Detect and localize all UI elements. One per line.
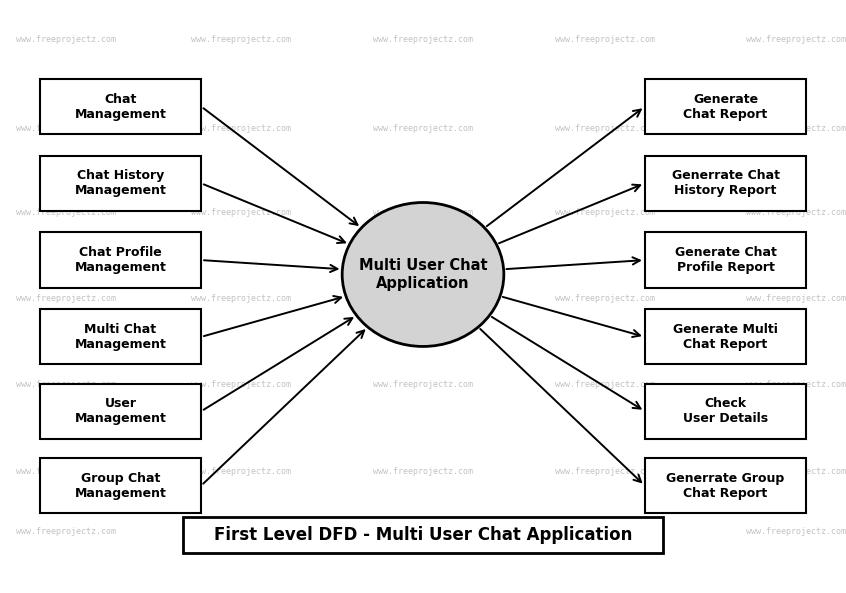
Text: www.freeprojectz.com: www.freeprojectz.com bbox=[746, 380, 846, 390]
FancyBboxPatch shape bbox=[645, 232, 806, 288]
Text: www.freeprojectz.com: www.freeprojectz.com bbox=[373, 467, 473, 476]
Text: www.freeprojectz.com: www.freeprojectz.com bbox=[555, 467, 656, 476]
Text: www.freeprojectz.com: www.freeprojectz.com bbox=[373, 380, 473, 390]
Text: www.freeprojectz.com: www.freeprojectz.com bbox=[746, 208, 846, 216]
Text: www.freeprojectz.com: www.freeprojectz.com bbox=[190, 208, 291, 216]
Text: www.freeprojectz.com: www.freeprojectz.com bbox=[16, 35, 117, 44]
Text: Generate
Chat Report: Generate Chat Report bbox=[684, 93, 767, 120]
Text: Group Chat
Management: Group Chat Management bbox=[74, 471, 167, 499]
FancyBboxPatch shape bbox=[40, 79, 201, 134]
Text: www.freeprojectz.com: www.freeprojectz.com bbox=[555, 35, 656, 44]
Text: www.freeprojectz.com: www.freeprojectz.com bbox=[746, 35, 846, 44]
Text: www.freeprojectz.com: www.freeprojectz.com bbox=[555, 294, 656, 303]
Text: www.freeprojectz.com: www.freeprojectz.com bbox=[190, 124, 291, 133]
Text: www.freeprojectz.com: www.freeprojectz.com bbox=[190, 380, 291, 390]
Text: www.freeprojectz.com: www.freeprojectz.com bbox=[16, 124, 117, 133]
Text: www.freeprojectz.com: www.freeprojectz.com bbox=[746, 467, 846, 476]
Text: www.freeprojectz.com: www.freeprojectz.com bbox=[373, 35, 473, 44]
Text: User
Management: User Management bbox=[74, 397, 167, 425]
Text: www.freeprojectz.com: www.freeprojectz.com bbox=[555, 527, 656, 535]
FancyBboxPatch shape bbox=[183, 517, 663, 553]
FancyBboxPatch shape bbox=[40, 384, 201, 439]
Text: www.freeprojectz.com: www.freeprojectz.com bbox=[373, 294, 473, 303]
Text: www.freeprojectz.com: www.freeprojectz.com bbox=[190, 467, 291, 476]
Text: www.freeprojectz.com: www.freeprojectz.com bbox=[373, 124, 473, 133]
FancyBboxPatch shape bbox=[40, 310, 201, 365]
FancyBboxPatch shape bbox=[40, 232, 201, 288]
Text: www.freeprojectz.com: www.freeprojectz.com bbox=[16, 380, 117, 390]
FancyBboxPatch shape bbox=[40, 156, 201, 211]
Text: Check
User Details: Check User Details bbox=[683, 397, 768, 425]
Text: www.freeprojectz.com: www.freeprojectz.com bbox=[555, 380, 656, 390]
Text: www.freeprojectz.com: www.freeprojectz.com bbox=[746, 527, 846, 535]
Text: Generate Multi
Chat Report: Generate Multi Chat Report bbox=[673, 323, 778, 351]
Text: www.freeprojectz.com: www.freeprojectz.com bbox=[16, 208, 117, 216]
Text: Chat History
Management: Chat History Management bbox=[74, 170, 167, 197]
FancyBboxPatch shape bbox=[645, 156, 806, 211]
Text: www.freeprojectz.com: www.freeprojectz.com bbox=[555, 124, 656, 133]
Text: www.freeprojectz.com: www.freeprojectz.com bbox=[190, 527, 291, 535]
Text: www.freeprojectz.com: www.freeprojectz.com bbox=[16, 294, 117, 303]
Text: www.freeprojectz.com: www.freeprojectz.com bbox=[373, 208, 473, 216]
Text: Generate Chat
Profile Report: Generate Chat Profile Report bbox=[674, 246, 777, 274]
Text: www.freeprojectz.com: www.freeprojectz.com bbox=[746, 294, 846, 303]
Text: www.freeprojectz.com: www.freeprojectz.com bbox=[190, 35, 291, 44]
Text: www.freeprojectz.com: www.freeprojectz.com bbox=[373, 527, 473, 535]
Text: Multi User Chat
Application: Multi User Chat Application bbox=[359, 259, 487, 291]
Text: Chat Profile
Management: Chat Profile Management bbox=[74, 246, 167, 274]
Text: www.freeprojectz.com: www.freeprojectz.com bbox=[555, 208, 656, 216]
Text: www.freeprojectz.com: www.freeprojectz.com bbox=[16, 527, 117, 535]
Text: www.freeprojectz.com: www.freeprojectz.com bbox=[746, 124, 846, 133]
Text: Generrate Chat
History Report: Generrate Chat History Report bbox=[672, 170, 780, 197]
Text: Chat
Management: Chat Management bbox=[74, 93, 167, 120]
Text: Generrate Group
Chat Report: Generrate Group Chat Report bbox=[667, 471, 785, 499]
Text: First Level DFD - Multi User Chat Application: First Level DFD - Multi User Chat Applic… bbox=[214, 526, 632, 544]
Text: www.freeprojectz.com: www.freeprojectz.com bbox=[16, 467, 117, 476]
FancyBboxPatch shape bbox=[645, 458, 806, 513]
Ellipse shape bbox=[342, 202, 504, 346]
FancyBboxPatch shape bbox=[645, 310, 806, 365]
FancyBboxPatch shape bbox=[40, 458, 201, 513]
Text: www.freeprojectz.com: www.freeprojectz.com bbox=[190, 294, 291, 303]
FancyBboxPatch shape bbox=[645, 79, 806, 134]
FancyBboxPatch shape bbox=[645, 384, 806, 439]
Text: Multi Chat
Management: Multi Chat Management bbox=[74, 323, 167, 351]
